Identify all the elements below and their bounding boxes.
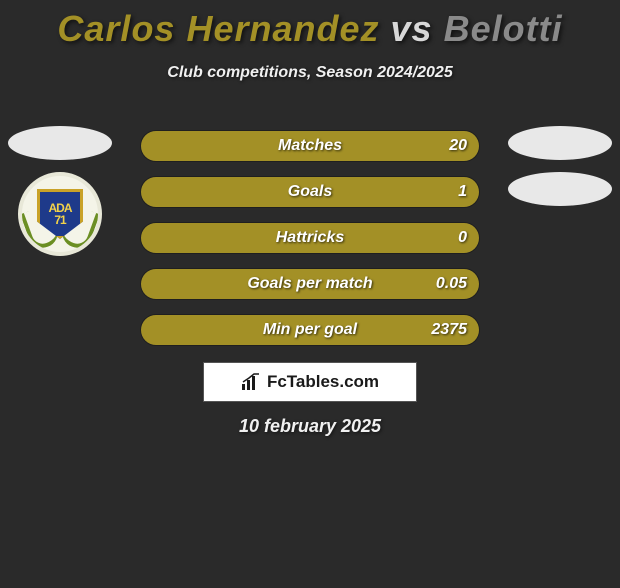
brand-box: FcTables.com xyxy=(203,362,417,402)
player2-club-logo-placeholder xyxy=(508,172,612,206)
page-title: Carlos Hernandez vs Belotti xyxy=(0,8,620,50)
stat-bar: Hattricks0 xyxy=(140,222,480,254)
stat-bar-value-p2: 0.05 xyxy=(424,269,479,299)
stat-bar-value-p1 xyxy=(141,177,165,207)
stat-bar-value-p1 xyxy=(141,315,165,345)
left-column: ADA 71 xyxy=(8,126,112,256)
chart-icon xyxy=(241,373,261,391)
stat-bar: Goals1 xyxy=(140,176,480,208)
brand-text: FcTables.com xyxy=(267,372,379,392)
title-vs: vs xyxy=(391,8,433,49)
club-badge-bottom: 71 xyxy=(54,213,65,227)
stat-bar-label: Goals xyxy=(141,177,479,207)
stat-bar-value-p2: 0 xyxy=(446,223,479,253)
title-player1: Carlos Hernandez xyxy=(57,8,379,49)
stat-bar: Matches20 xyxy=(140,130,480,162)
player1-photo-placeholder xyxy=(8,126,112,160)
title-player2: Belotti xyxy=(444,8,563,49)
stat-bar: Goals per match0.05 xyxy=(140,268,480,300)
stat-bar: Min per goal2375 xyxy=(140,314,480,346)
right-column xyxy=(508,126,612,206)
player2-photo-placeholder xyxy=(508,126,612,160)
stat-bar-value-p2: 20 xyxy=(437,131,479,161)
stat-bar-value-p2: 1 xyxy=(446,177,479,207)
date: 10 february 2025 xyxy=(0,416,620,437)
stat-bar-value-p1 xyxy=(141,223,165,253)
stat-bar-value-p2: 2375 xyxy=(419,315,479,345)
stats-bars: Matches20 Goals1 Hattricks0 Goals per match… xyxy=(140,130,480,346)
player1-club-logo: ADA 71 xyxy=(18,172,102,256)
subtitle: Club competitions, Season 2024/2025 xyxy=(0,64,620,82)
stat-bar-label: Hattricks xyxy=(141,223,479,253)
stat-bar-value-p1 xyxy=(141,269,165,299)
stat-bar-value-p1 xyxy=(141,131,165,161)
stat-bar-label: Matches xyxy=(141,131,479,161)
